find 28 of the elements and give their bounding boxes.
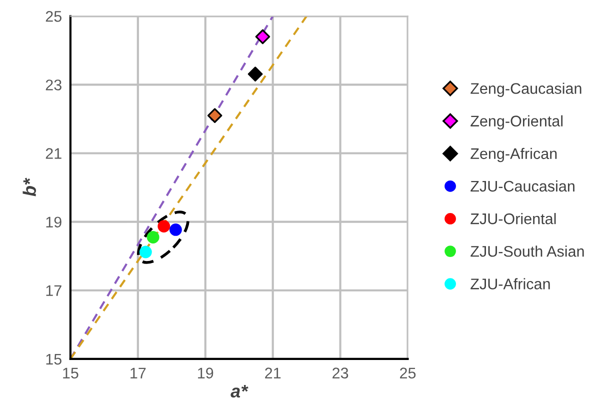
x-tick-label: 25 — [400, 368, 416, 378]
y-tick-label: 15 — [46, 354, 62, 365]
point — [207, 108, 222, 123]
point — [169, 223, 182, 236]
point — [255, 29, 270, 44]
point — [248, 66, 263, 82]
y-axis-title: b* — [22, 178, 36, 196]
point — [158, 220, 170, 232]
legend-label: ZJU-Oriental — [470, 212, 556, 224]
legend-label: ZJU-Caucasian — [470, 180, 574, 192]
point — [139, 246, 152, 258]
x-axis-title: a* — [230, 384, 248, 398]
x-tick-label: 21 — [265, 368, 281, 378]
y-tick-label: 21 — [46, 148, 62, 159]
x-tick-label: 23 — [332, 368, 348, 378]
x-tick-label: 19 — [198, 368, 214, 378]
legend-label: ZJU-South Asian — [470, 246, 584, 257]
point — [146, 231, 160, 244]
legend-label: Zeng-Oriental — [470, 115, 563, 130]
y-tick-label: 17 — [46, 285, 62, 296]
legend-label: ZJU-African — [470, 278, 550, 290]
x-tick-label: 17 — [130, 368, 146, 378]
legend-label: Zeng-Caucasian — [470, 82, 582, 97]
x-tick-label: 15 — [63, 368, 78, 378]
y-tick-label: 23 — [46, 80, 62, 90]
y-tick-label: 19 — [46, 216, 62, 228]
y-tick-label: 25 — [46, 11, 62, 22]
legend-label: Zeng-African — [470, 148, 557, 162]
